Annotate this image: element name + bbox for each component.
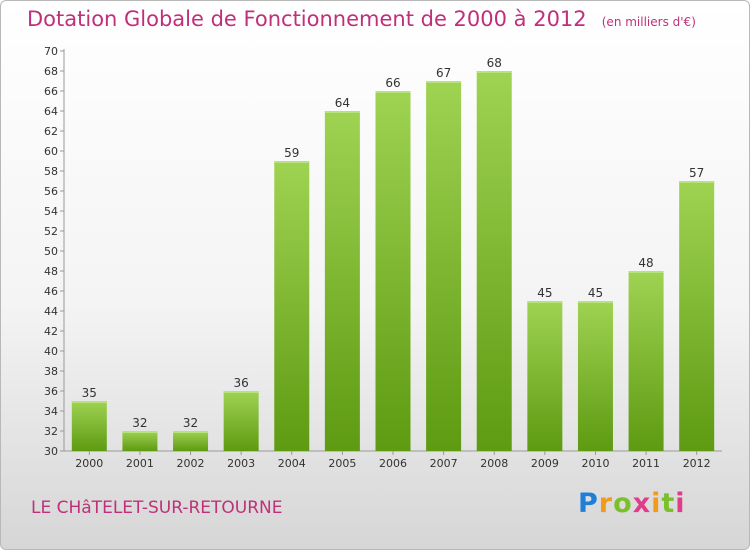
y-tick-label: 64	[44, 105, 58, 118]
y-tick-label: 68	[44, 65, 58, 78]
x-tick-label: 2001	[126, 457, 154, 470]
bar-value-label: 66	[385, 76, 400, 90]
x-tick-label: 2005	[328, 457, 356, 470]
y-tick-label: 50	[44, 245, 58, 258]
x-tick-label: 2010	[581, 457, 609, 470]
bar-2001	[122, 431, 158, 451]
y-tick-label: 52	[44, 225, 58, 238]
commune-name: LE CHâTELET-SUR-RETOURNE	[31, 498, 283, 518]
y-tick-label: 46	[44, 285, 58, 298]
x-tick-label: 2009	[531, 457, 559, 470]
x-tick-label: 2002	[177, 457, 205, 470]
bar-top-edge	[426, 81, 462, 83]
x-tick-label: 2003	[227, 457, 255, 470]
bar-value-label: 64	[335, 96, 350, 110]
y-tick-label: 70	[44, 45, 58, 58]
y-tick-label: 56	[44, 185, 58, 198]
bar-top-edge	[476, 71, 512, 73]
bar-top-edge	[577, 301, 613, 303]
y-tick-label: 42	[44, 325, 58, 338]
bar-value-label: 32	[132, 416, 147, 430]
bar-2005	[324, 111, 360, 451]
bar-top-edge	[274, 161, 310, 163]
y-tick-label: 48	[44, 265, 58, 278]
y-tick-label: 34	[44, 405, 58, 418]
bar-value-label: 48	[638, 256, 653, 270]
x-tick-label: 2007	[430, 457, 458, 470]
bar-top-edge	[375, 91, 411, 93]
bar-value-label: 57	[689, 166, 704, 180]
y-tick-label: 44	[44, 305, 58, 318]
bar-2012	[679, 181, 715, 451]
bar-top-edge	[173, 431, 209, 433]
bar-value-label: 45	[537, 286, 552, 300]
bar-top-edge	[223, 391, 259, 393]
x-tick-label: 2008	[480, 457, 508, 470]
bar-top-edge	[324, 111, 360, 113]
x-tick-label: 2006	[379, 457, 407, 470]
bar-top-edge	[122, 431, 158, 433]
bar-top-edge	[527, 301, 563, 303]
x-tick-label: 2011	[632, 457, 660, 470]
y-tick-label: 60	[44, 145, 58, 158]
y-tick-label: 38	[44, 365, 58, 378]
bar-2004	[274, 161, 310, 451]
bar-2009	[527, 301, 563, 451]
bar-value-label: 45	[588, 286, 603, 300]
y-tick-label: 54	[44, 205, 58, 218]
bar-value-label: 67	[436, 66, 451, 80]
y-tick-label: 66	[44, 85, 58, 98]
x-tick-label: 2000	[75, 457, 103, 470]
unit-note: (en milliers d'€)	[601, 15, 696, 29]
bar-2008	[476, 71, 512, 451]
bar-2006	[375, 91, 411, 451]
bar-2011	[628, 271, 664, 451]
chart-title: Dotation Globale de Fonctionnement de 20…	[27, 7, 696, 31]
title-text: Dotation Globale de Fonctionnement de 20…	[27, 7, 587, 31]
bar-value-label: 68	[487, 56, 502, 70]
x-tick-label: 2004	[278, 457, 306, 470]
bar-2000	[71, 401, 107, 451]
y-tick-label: 36	[44, 385, 58, 398]
y-tick-label: 58	[44, 165, 58, 178]
y-tick-label: 30	[44, 445, 58, 458]
bar-2003	[223, 391, 259, 451]
bar-value-label: 35	[82, 386, 97, 400]
bar-value-label: 36	[234, 376, 249, 390]
bar-top-edge	[628, 271, 664, 273]
bar-2010	[577, 301, 613, 451]
bar-2007	[426, 81, 462, 451]
bar-top-edge	[71, 401, 107, 403]
bar-top-edge	[679, 181, 715, 183]
bar-2002	[173, 431, 209, 451]
y-tick-label: 32	[44, 425, 58, 438]
bar-value-label: 59	[284, 146, 299, 160]
bar-value-label: 32	[183, 416, 198, 430]
x-tick-label: 2012	[683, 457, 711, 470]
y-tick-label: 40	[44, 345, 58, 358]
proxiti-logo: Proxiti	[578, 488, 686, 519]
y-tick-label: 62	[44, 125, 58, 138]
